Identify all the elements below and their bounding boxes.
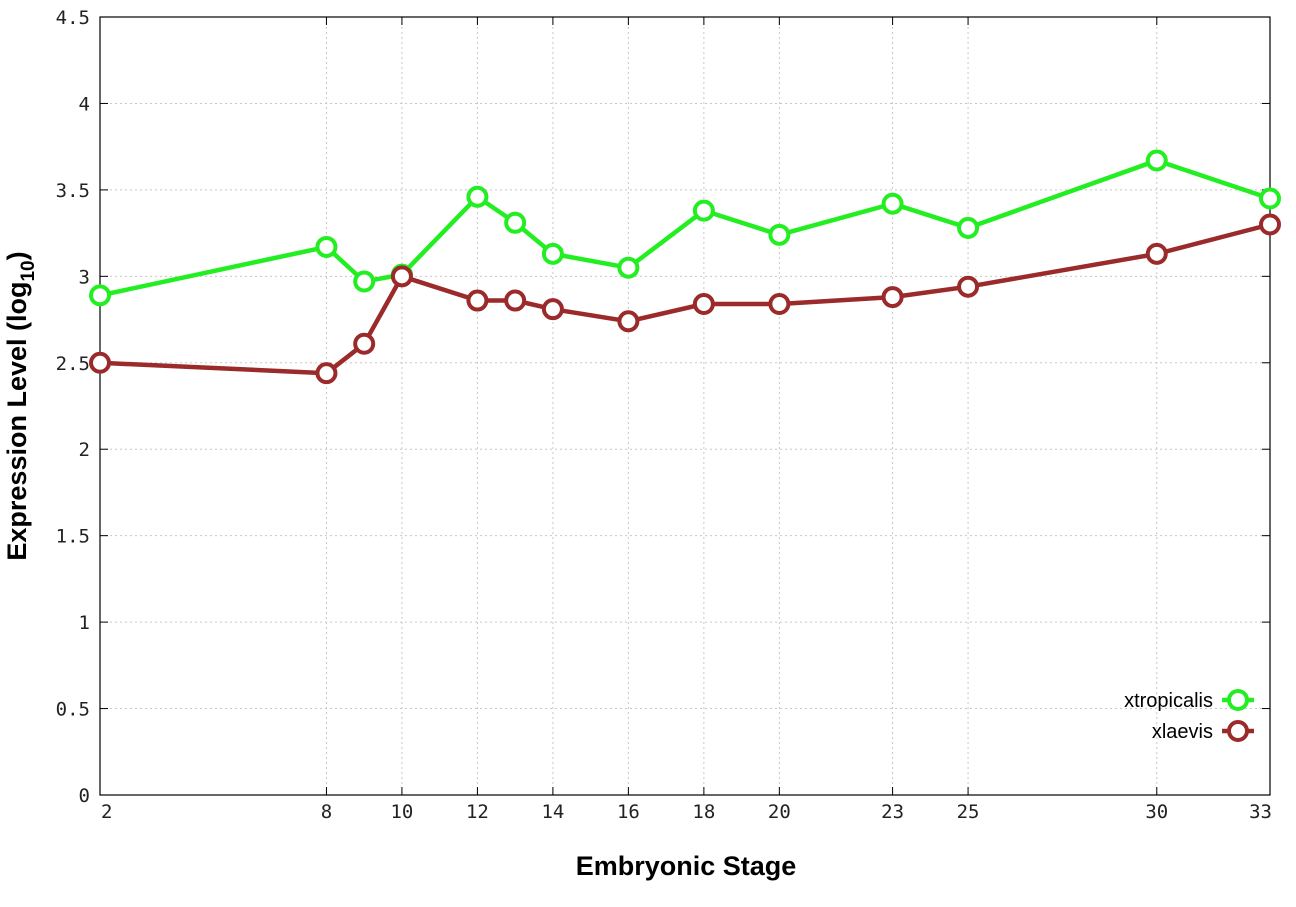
y-tick-label: 2.5 xyxy=(56,353,90,375)
data-point-xtropicalis xyxy=(1145,149,1168,172)
legend-label-xlaevis: xlaevis xyxy=(1152,721,1213,743)
series-line-xtropicalis xyxy=(97,158,1273,298)
y-tick-label: 4 xyxy=(79,93,90,115)
y-tick-label: 3 xyxy=(79,266,90,288)
y-tick-label: 2 xyxy=(79,439,90,461)
data-point-xtropicalis xyxy=(1259,187,1281,210)
axis-ticks: 0 0.5 1 1.5 2 2.5 3 3.5 4 4.5 2 8 10 12 14 16 18 20 23 25 30… xyxy=(56,7,1272,823)
data-point-xtropicalis xyxy=(692,199,715,222)
data-point-xlaevis xyxy=(315,362,338,385)
data-point-xtropicalis xyxy=(957,216,980,239)
y-tick-label: 0.5 xyxy=(56,699,90,721)
x-tick-label: 33 xyxy=(1249,801,1272,823)
y-axis-title-main: Expression Level (log xyxy=(2,282,32,561)
x-tick-label: 14 xyxy=(541,801,564,823)
data-point-xtropicalis xyxy=(541,242,564,265)
plot-frame xyxy=(99,16,1271,796)
y-tick-label: 3.5 xyxy=(56,180,90,202)
data-point-xtropicalis xyxy=(504,211,527,234)
legend-label-xtropicalis: xtropicalis xyxy=(1124,690,1213,712)
data-point-xtropicalis xyxy=(881,192,904,215)
x-tick-label: 16 xyxy=(617,801,640,823)
x-tick-label: 18 xyxy=(692,801,715,823)
data-point-xtropicalis xyxy=(768,223,791,246)
y-tick-label: 1 xyxy=(79,612,90,634)
data-point-xlaevis xyxy=(881,286,904,309)
legend: xtropicalis xlaevis xyxy=(1124,689,1254,743)
data-point-xlaevis xyxy=(617,310,640,333)
series-line-xlaevis xyxy=(97,222,1273,376)
x-tick-label: 12 xyxy=(466,801,489,823)
data-point-xlaevis xyxy=(1145,242,1168,265)
data-point-xtropicalis xyxy=(315,235,338,258)
x-tick-label: 10 xyxy=(390,801,413,823)
data-point-xlaevis xyxy=(390,265,413,288)
data-point-xlaevis xyxy=(957,275,980,298)
x-tick-label: 23 xyxy=(881,801,904,823)
x-tick-label: 8 xyxy=(321,801,332,823)
x-tick-label: 25 xyxy=(957,801,980,823)
grid xyxy=(100,17,1270,795)
x-axis-title: Embryonic Stage xyxy=(576,851,797,881)
legend-marker-xtropicalis xyxy=(1227,689,1249,711)
data-point-xlaevis xyxy=(1259,213,1281,236)
data-point-xlaevis xyxy=(89,351,111,374)
x-tick-label: 30 xyxy=(1145,801,1168,823)
legend-marker-xlaevis xyxy=(1227,720,1249,742)
data-point-xlaevis xyxy=(466,289,489,312)
y-tick-label: 1.5 xyxy=(56,526,90,548)
y-axis-title-subscript: 10 xyxy=(18,260,39,281)
data-point-xtropicalis xyxy=(353,270,376,293)
data-point-xlaevis xyxy=(541,298,564,321)
data-point-xlaevis xyxy=(692,292,715,315)
data-point-xlaevis xyxy=(353,332,376,355)
x-tick-label: 2 xyxy=(101,801,112,823)
data-point-xlaevis xyxy=(768,292,791,315)
data-point-xtropicalis xyxy=(466,185,489,208)
y-tick-label: 0 xyxy=(79,785,90,807)
y-tick-label: 4.5 xyxy=(56,7,90,29)
data-point-xtropicalis xyxy=(89,284,111,307)
y-axis-title-close: ) xyxy=(2,251,32,260)
y-axis-title: Expression Level (log10) xyxy=(2,251,39,560)
data-point-xlaevis xyxy=(504,289,527,312)
x-tick-label: 20 xyxy=(768,801,791,823)
series-layer xyxy=(89,149,1281,385)
data-point-xtropicalis xyxy=(617,256,640,279)
